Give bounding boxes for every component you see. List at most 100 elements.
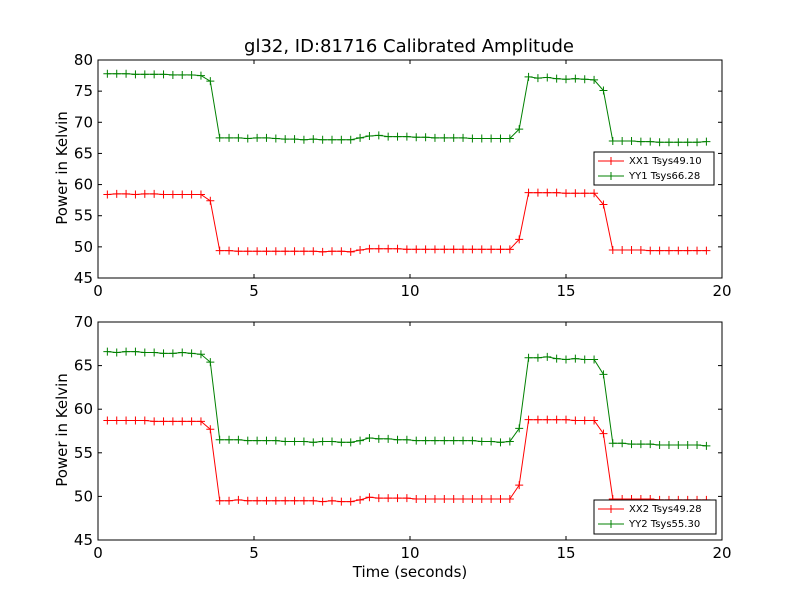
data-point-marker xyxy=(234,133,243,142)
data-point-marker xyxy=(590,416,599,425)
data-point-marker xyxy=(253,496,262,505)
data-point-marker xyxy=(683,138,692,147)
data-point-marker xyxy=(215,133,224,142)
data-point-marker xyxy=(646,440,655,449)
data-point-marker xyxy=(487,134,496,143)
data-point-marker xyxy=(262,133,271,142)
data-point-marker xyxy=(374,244,383,253)
data-point-marker xyxy=(618,245,627,254)
data-point-marker xyxy=(150,70,159,79)
data-point-marker xyxy=(543,352,552,361)
data-point-marker xyxy=(552,74,561,83)
data-point-marker xyxy=(449,133,458,142)
data-point-marker xyxy=(318,497,327,506)
data-point-marker xyxy=(402,435,411,444)
data-point-marker xyxy=(571,416,580,425)
y-tick-label: 60 xyxy=(74,400,93,418)
data-point-marker xyxy=(430,133,439,142)
data-point-marker xyxy=(187,70,196,79)
data-point-marker xyxy=(262,436,271,445)
x-tick-label: 0 xyxy=(93,282,103,300)
data-point-marker xyxy=(328,496,336,505)
data-point-marker xyxy=(103,416,112,425)
data-point-marker xyxy=(178,348,187,357)
data-point-marker xyxy=(131,416,140,425)
data-point-marker xyxy=(524,353,533,362)
data-point-marker xyxy=(337,438,346,447)
data-point-marker xyxy=(664,246,673,255)
data-point-marker xyxy=(299,135,308,144)
data-point-marker xyxy=(346,497,355,506)
data-point-marker xyxy=(412,133,421,142)
data-point-marker xyxy=(159,70,168,79)
top-plot-panel: gl32, ID:81716 Calibrated Amplitude Powe… xyxy=(53,36,732,300)
data-point-marker xyxy=(178,70,187,79)
data-point-marker xyxy=(168,190,177,199)
data-point-marker xyxy=(234,435,243,444)
data-point-marker xyxy=(533,353,542,362)
data-point-marker xyxy=(384,494,393,503)
data-point-marker xyxy=(702,137,711,146)
data-point-marker xyxy=(571,189,580,198)
data-point-marker xyxy=(430,436,439,445)
data-point-marker xyxy=(309,438,318,447)
data-point-marker xyxy=(112,416,121,425)
data-point-marker xyxy=(505,245,514,254)
data-point-marker xyxy=(168,417,177,426)
data-point-marker xyxy=(412,495,421,504)
data-point-marker xyxy=(356,133,365,142)
data-point-marker xyxy=(122,189,131,198)
data-point-marker xyxy=(159,417,168,426)
data-point-marker xyxy=(318,247,327,256)
data-point-marker xyxy=(271,247,280,256)
data-point-marker xyxy=(524,188,533,197)
data-point-marker xyxy=(496,438,505,447)
data-point-marker xyxy=(636,245,645,254)
data-point-marker xyxy=(599,429,608,438)
data-point-marker xyxy=(356,245,365,254)
data-point-marker xyxy=(271,496,280,505)
data-point-marker xyxy=(225,496,234,505)
data-point-marker xyxy=(664,440,673,449)
data-point-marker xyxy=(112,348,121,357)
data-point-marker xyxy=(515,125,524,134)
data-point-marker xyxy=(440,245,449,254)
y-tick-label: 50 xyxy=(74,238,93,256)
data-point-marker xyxy=(515,481,524,490)
x-tick-label: 10 xyxy=(400,544,419,562)
data-point-marker xyxy=(580,355,589,364)
data-point-marker xyxy=(505,134,514,143)
data-point-marker xyxy=(196,190,205,199)
data-point-marker xyxy=(159,349,168,358)
data-point-marker xyxy=(140,189,149,198)
bottom-legend-box xyxy=(593,499,717,535)
data-point-marker xyxy=(393,494,402,503)
data-point-marker xyxy=(140,348,149,357)
data-point-marker xyxy=(206,425,215,434)
legend-label-xx2: XX2 Tsys49.28 xyxy=(629,504,702,515)
x-tick-label: 15 xyxy=(556,544,575,562)
data-point-marker xyxy=(196,350,205,359)
data-point-marker xyxy=(468,495,477,504)
top-plot-layer: 0 5 10 15 20 45 50 55 60 65 70 75 80 xyxy=(74,51,732,300)
data-point-marker xyxy=(702,246,711,255)
data-point-marker xyxy=(608,136,617,145)
data-point-marker xyxy=(543,415,552,424)
data-point-marker xyxy=(253,133,262,142)
data-point-marker xyxy=(281,496,290,505)
data-point-marker xyxy=(374,434,383,443)
legend-marker-xx2 xyxy=(607,505,615,513)
data-point-marker xyxy=(206,77,215,86)
data-point-marker xyxy=(262,247,271,256)
data-point-marker xyxy=(196,417,205,426)
data-point-marker xyxy=(281,247,290,256)
data-point-marker xyxy=(683,246,692,255)
data-point-marker xyxy=(356,495,365,504)
data-point-marker xyxy=(309,247,318,256)
data-point-marker xyxy=(290,496,299,505)
data-point-marker xyxy=(440,436,449,445)
data-point-marker xyxy=(655,246,664,255)
data-point-marker xyxy=(140,70,149,79)
data-point-marker xyxy=(262,496,271,505)
